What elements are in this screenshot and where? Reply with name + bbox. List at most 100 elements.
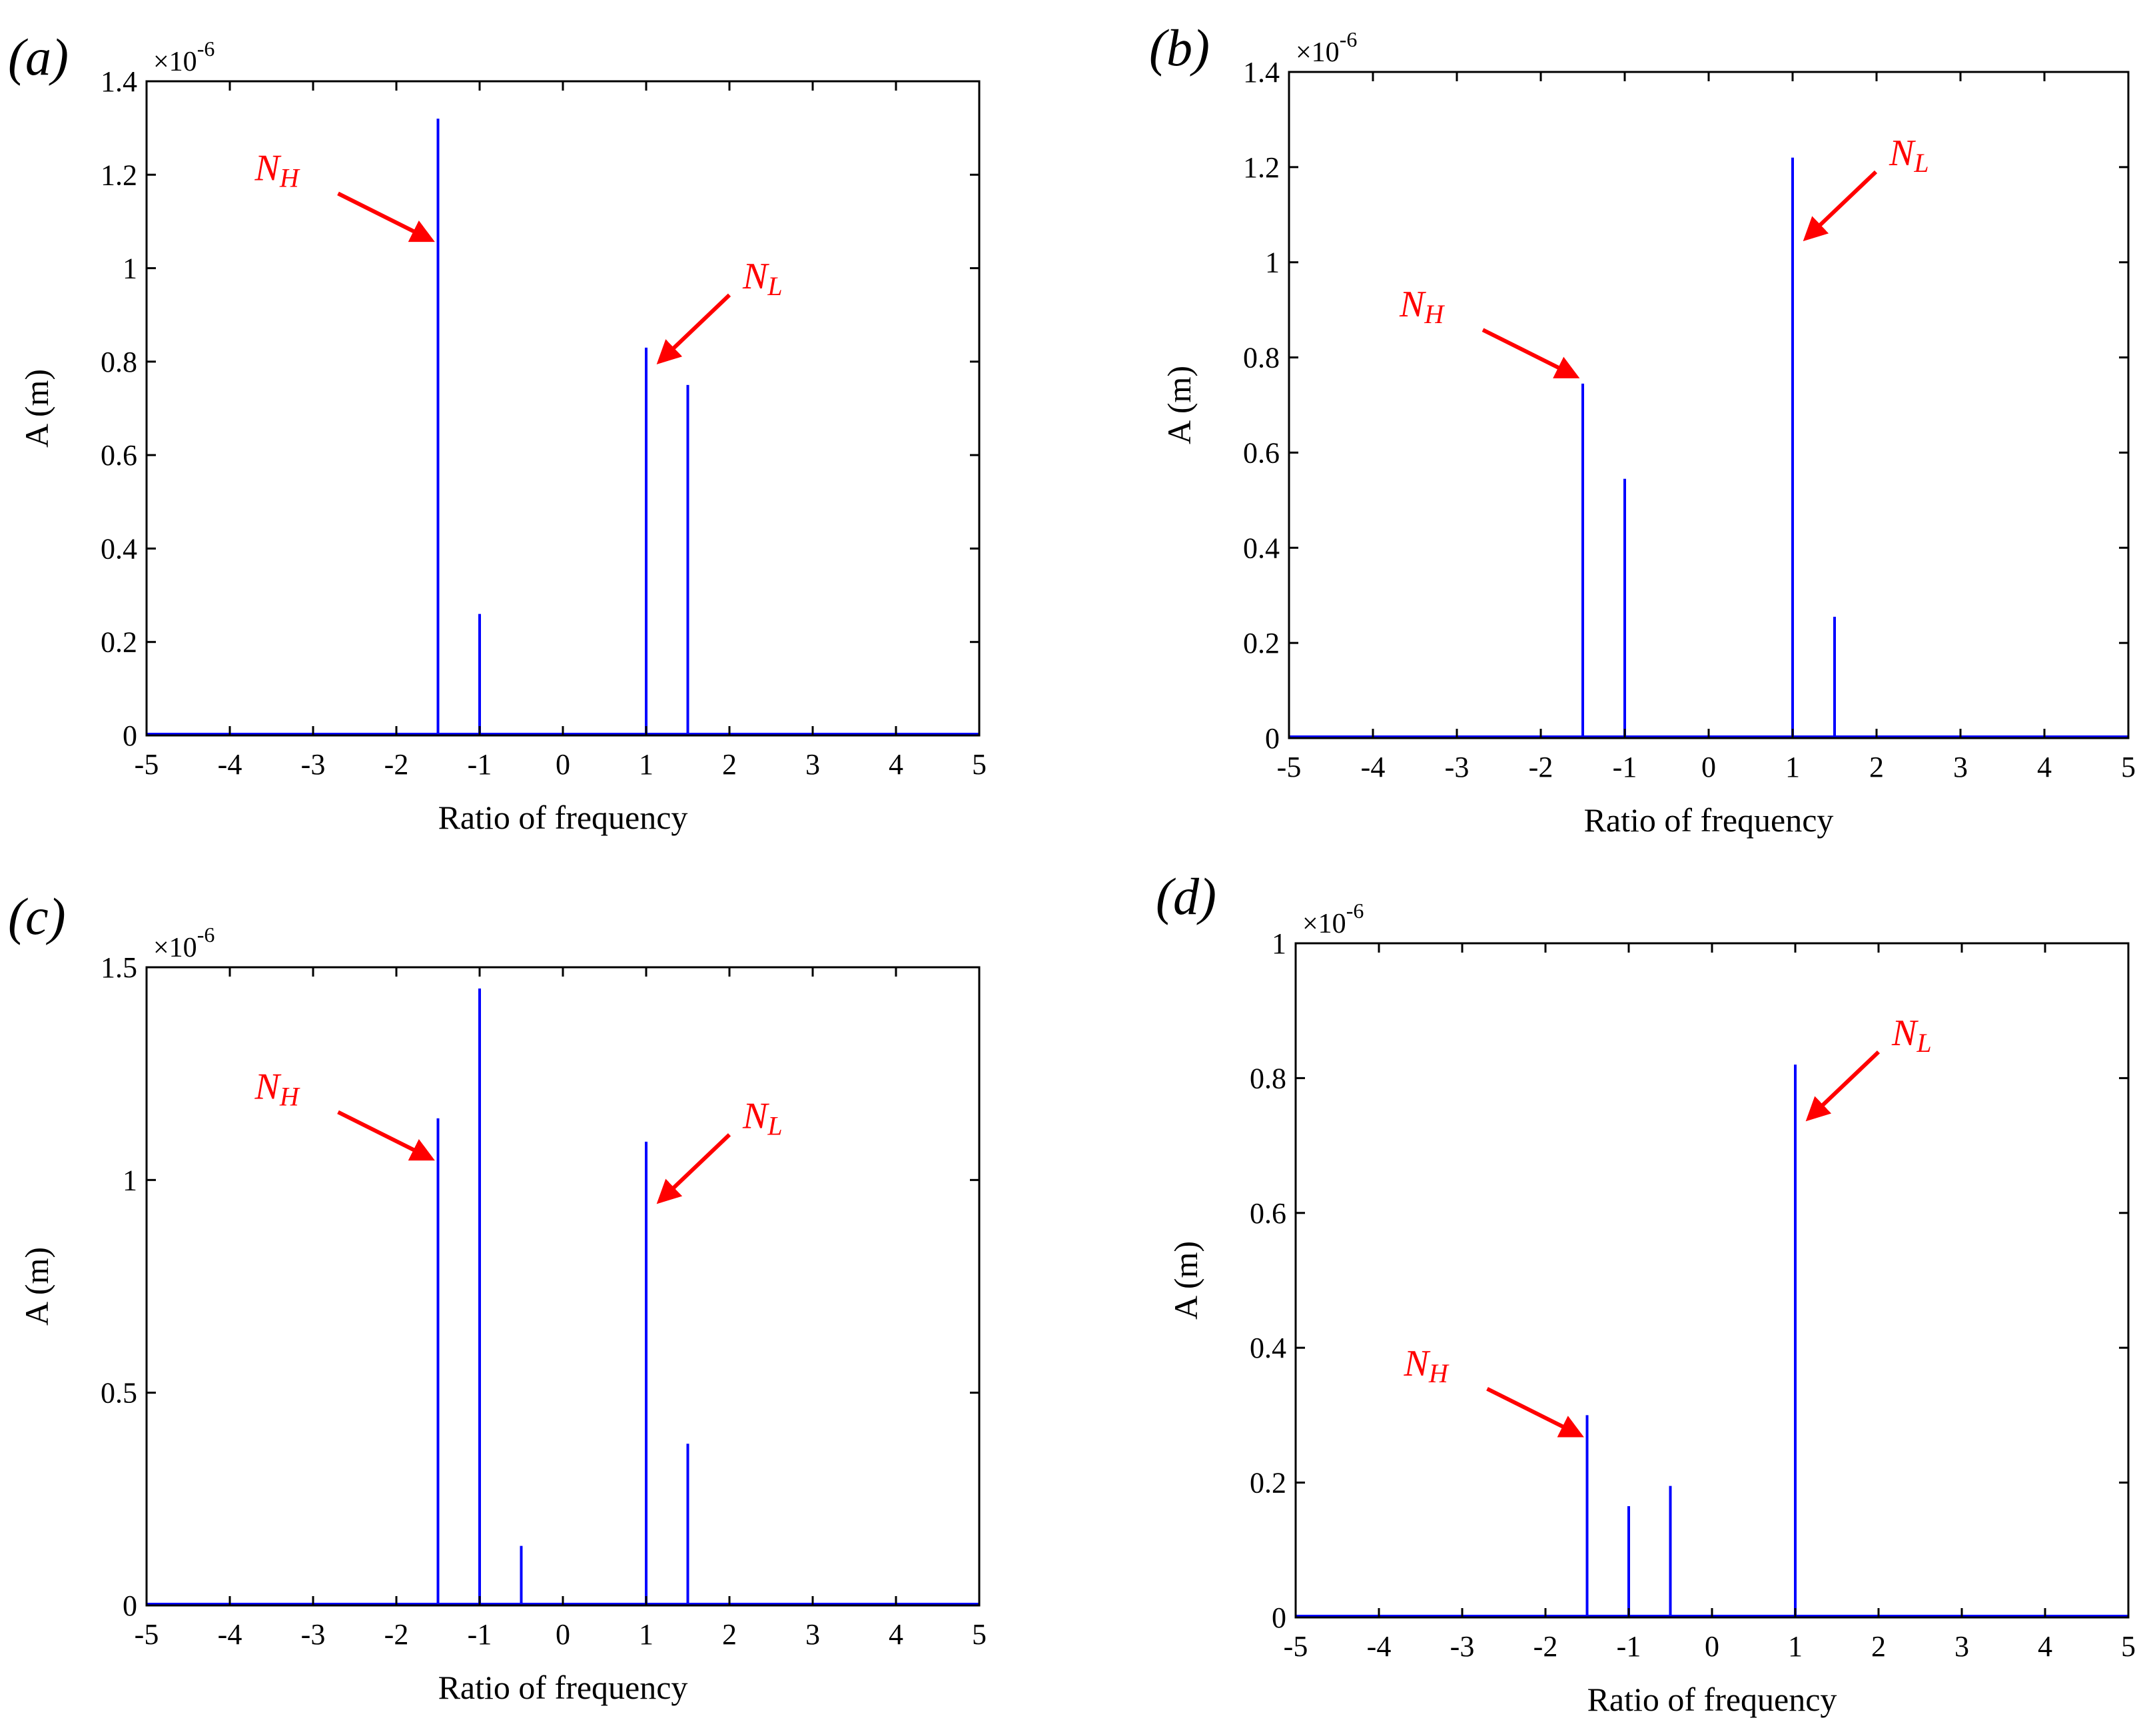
x-tick-label: -1 (1613, 751, 1637, 783)
annotation-symbol: N (1404, 1343, 1431, 1384)
annotation-subscript: H (279, 1081, 300, 1111)
annotation-NL: NL (656, 256, 783, 364)
annotation-symbol: N (254, 1066, 282, 1107)
annotation-symbol: N (742, 256, 769, 297)
chart-panel-d: (d) -5 -4 -3 -2 -1 0 1 2 3 4 5 0 0.2 0.4 0.6 0.8 1 ×10-6 Ra… (1156, 867, 2136, 1718)
x-tick-label: 2 (1871, 1630, 1886, 1663)
annotation-arrow (1482, 328, 1580, 378)
axes-frame (1288, 71, 2130, 739)
x-tick-label: 5 (2121, 1630, 2136, 1663)
exponent-label: ×10-6 (153, 923, 214, 963)
y-tick-label: 1.4 (1243, 56, 1280, 89)
annotation-NH: NH (1399, 284, 1580, 378)
exponent-power: -6 (197, 923, 215, 947)
annotation-arrow (337, 191, 435, 242)
chart-panel-b: (b) -5 -4 -3 -2 -1 0 1 2 3 4 5 0 0.2 0.4 0.6 0.8 1 1.2 1.4 ×… (1149, 19, 2136, 839)
x-tick-label: 3 (805, 748, 820, 781)
x-axis-label: Ratio of frequency (438, 1669, 688, 1706)
annotation-subscript: L (1916, 1028, 1931, 1058)
exponent-power: -6 (1340, 27, 1358, 51)
y-axis-label: A (m) (1160, 366, 1198, 444)
x-tick-label: -5 (135, 1618, 159, 1651)
annotation-text: NL (1891, 1013, 1932, 1058)
x-axis-label: Ratio of frequency (438, 799, 688, 836)
y-tick-label: 0.8 (1243, 342, 1280, 374)
y-tick-label: 1.2 (101, 159, 137, 191)
y-tick-label: 0.4 (1250, 1332, 1286, 1364)
x-tick-label: -2 (1529, 751, 1553, 783)
exponent-label: ×10-6 (153, 37, 214, 77)
chart-panel-c: (c) -5 -4 -3 -2 -1 0 1 2 3 4 5 0 0.5 1 1.5 ×10-6 Ratio of… (8, 887, 987, 1706)
y-tick-label: 0 (1265, 722, 1280, 755)
x-tick-label: 1 (639, 1618, 653, 1651)
y-tick-label: 0.6 (101, 439, 137, 472)
x-tick-label: 4 (889, 748, 903, 781)
annotation-text: NH (1399, 284, 1445, 329)
y-tick-label: 1 (123, 1164, 137, 1196)
x-tick-label: 1 (639, 748, 653, 781)
annotation-text: NL (1889, 133, 1929, 178)
annotation-symbol: N (254, 147, 282, 189)
axes-frame (1294, 942, 2130, 1619)
annotation-NL: NL (1803, 133, 1929, 242)
x-tick-label: 5 (972, 748, 987, 781)
annotation-symbol: N (1889, 133, 1916, 174)
x-tick-label: 3 (1953, 751, 1968, 783)
panel-label: (d) (1156, 867, 1216, 925)
x-tick-label: 2 (722, 748, 737, 781)
y-tick-label: 0.4 (101, 532, 137, 565)
y-tick-label: 1 (1272, 927, 1286, 960)
x-tick-label: -4 (1361, 751, 1386, 783)
exponent-power: -6 (1346, 899, 1364, 923)
x-tick-label: -5 (1277, 751, 1302, 783)
annotation-arrow (656, 1133, 731, 1204)
x-tick-label: -2 (1533, 1630, 1558, 1663)
x-tick-label: 0 (556, 1618, 570, 1651)
x-tick-label: -4 (218, 1618, 242, 1651)
y-tick-label: 1.2 (1243, 151, 1280, 184)
exponent-base: ×10 (153, 47, 197, 77)
x-tick-label: 5 (2121, 751, 2136, 783)
annotation-text: NL (742, 256, 783, 301)
annotation-NL: NL (1805, 1013, 1932, 1122)
x-tick-label: 3 (1954, 1630, 1969, 1663)
annotation-subscript: L (767, 271, 782, 301)
annotation-arrow (656, 293, 731, 364)
panel-label: (a) (8, 28, 69, 86)
y-tick-label: 1.5 (101, 951, 137, 984)
exponent-label: ×10-6 (1302, 899, 1364, 939)
x-tick-label: -3 (1450, 1630, 1475, 1663)
y-tick-label: 0.6 (1243, 436, 1280, 469)
x-tick-label: -3 (301, 748, 326, 781)
y-tick-label: 0.2 (101, 626, 137, 659)
annotation-text: NL (742, 1095, 783, 1140)
x-axis-label: Ratio of frequency (1584, 801, 1834, 839)
x-tick-label: -4 (218, 748, 242, 781)
x-tick-label: 1 (1788, 1630, 1803, 1663)
y-tick-label: 0.2 (1243, 627, 1280, 659)
y-tick-label: 0.6 (1250, 1197, 1286, 1230)
x-tick-label: 0 (556, 748, 570, 781)
annotation-NH: NH (254, 1066, 435, 1161)
annotation-arrow (1805, 1050, 1881, 1122)
y-axis-label: A (m) (18, 1247, 55, 1326)
annotation-symbol: N (1891, 1013, 1919, 1054)
panel-label: (c) (8, 887, 66, 945)
annotation-subscript: L (767, 1110, 782, 1140)
annotation-text: NH (254, 147, 300, 193)
x-tick-label: 0 (1701, 751, 1716, 783)
x-tick-label: 2 (1869, 751, 1884, 783)
exponent-base: ×10 (1302, 909, 1346, 939)
y-axis-label: A (m) (18, 369, 55, 448)
x-tick-label: -5 (1284, 1630, 1308, 1663)
y-axis-label: A (m) (1167, 1241, 1204, 1320)
y-tick-label: 0 (123, 1589, 137, 1622)
exponent-base: ×10 (1296, 37, 1340, 68)
x-tick-label: -1 (468, 1618, 492, 1651)
x-tick-label: -5 (135, 748, 159, 781)
panel-label: (b) (1149, 19, 1210, 77)
x-tick-label: 4 (889, 1618, 903, 1651)
y-tick-label: 0.5 (101, 1377, 137, 1410)
x-tick-label: 4 (2037, 751, 2052, 783)
